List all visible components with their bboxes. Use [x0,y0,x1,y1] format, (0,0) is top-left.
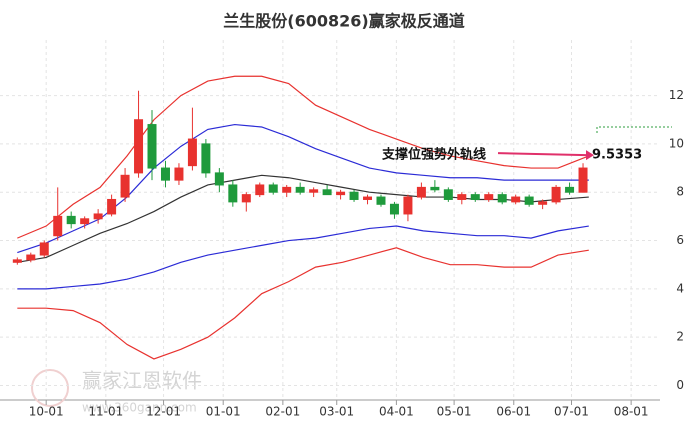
annotation-value: 9.5353 [592,148,642,163]
candle-body [282,186,292,193]
candle-body [80,218,90,225]
candle-body [376,196,386,205]
candle-body [187,138,197,167]
candle-body [12,259,22,263]
candle-body [53,215,63,237]
candle-body [551,186,561,203]
x-tick-label: 05-01 [437,405,472,419]
x-tick-label: 12-01 [146,405,181,419]
annotation-text: 支撑位强势外轨线 [381,147,486,163]
candle-body [66,215,76,225]
x-tick-label: 10-01 [29,405,64,419]
candle-body [430,186,440,191]
candle-body [39,242,49,256]
candle-body [93,213,103,220]
watermark-logo [31,369,69,407]
x-tick-label: 07-01 [554,405,589,419]
candle-body [107,198,117,215]
x-tick-label: 04-01 [379,405,414,419]
candle-body [565,186,575,193]
candle-body [147,124,157,169]
candle-body [255,184,265,196]
y-tick-label: 12 [669,88,684,102]
arrow-head [586,150,594,161]
band-line [17,75,590,239]
y-tick-label: 8 [676,185,684,199]
candle-body [134,119,144,174]
y-tick-label: 6 [676,233,684,247]
candle-body [443,189,453,200]
candle-body [268,184,278,193]
candle-body [416,186,426,198]
x-tick-label: 06-01 [496,405,531,419]
candle-body [228,184,238,203]
candle-body [336,191,346,196]
x-tick-label: 03-01 [319,405,354,419]
y-tick-label: 2 [676,330,684,344]
candle-body [511,196,521,203]
candle-body [497,194,507,203]
band-line [17,225,589,290]
y-tick-label: 10 [669,136,684,150]
x-tick-label: 08-01 [614,405,649,419]
candle-body [241,194,251,203]
candle-body [538,201,548,205]
candle-body [389,203,399,215]
y-tick-label: 0 [676,378,684,392]
x-tick-label: 01-01 [206,405,241,419]
candle-body [309,189,319,193]
annotation-arrow [497,152,587,157]
candle-body [26,254,36,261]
y-tick-label: 4 [676,281,684,295]
candle-body [457,194,467,200]
chart-title: 兰生股份(600826)赢家极反通道 [223,12,464,31]
watermark: 赢家江恩软件 [82,369,202,393]
candle-body [214,172,224,186]
candle-body [349,191,359,200]
candle-body [578,167,588,193]
candle-body [322,189,332,196]
watermark: www.360gann.com [82,401,197,415]
x-tick-label: 02-01 [265,405,300,419]
candle-body [120,174,130,198]
band-line [17,247,589,360]
candle-body [484,194,494,200]
candle-body [403,196,413,215]
level-line [596,126,672,133]
candle-body [295,186,305,193]
candle-body [524,196,534,205]
candle-body [363,196,373,200]
candle-body [160,167,170,181]
x-tick-label: 11-01 [88,405,123,419]
candle-body [470,194,480,200]
candle-body [201,143,211,174]
candle-body [174,167,184,181]
